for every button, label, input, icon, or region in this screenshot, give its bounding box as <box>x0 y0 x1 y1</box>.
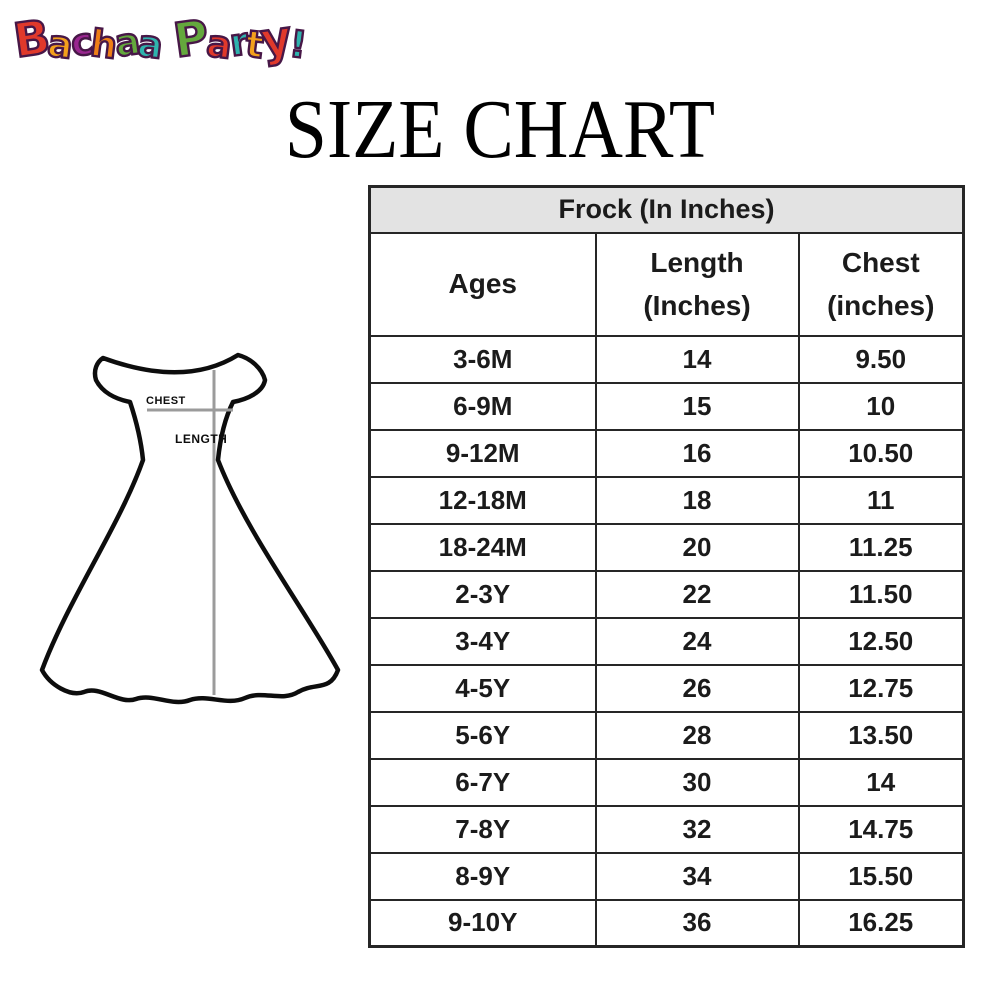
brand-logo-word-bachaa: Bachaa <box>9 9 164 71</box>
brand-logo: Bachaa Party! <box>9 9 308 71</box>
chest-cell: 10.50 <box>797 428 965 478</box>
dress-outline-icon: CHEST LENGTH <box>39 352 341 705</box>
length-cell: 36 <box>594 898 800 948</box>
ages-cell: 9-10Y <box>368 898 597 948</box>
chest-cell: 10 <box>797 381 965 431</box>
ages-cell: 9-12M <box>368 428 597 478</box>
table-column-header-row: Ages Length (Inches) Chest (inches) <box>368 231 965 337</box>
length-cell: 20 <box>594 522 800 572</box>
length-cell: 16 <box>594 428 800 478</box>
table-row: 18-24M 20 11.25 <box>368 522 965 572</box>
chest-cell: 15.50 <box>797 851 965 901</box>
chest-cell: 16.25 <box>797 898 965 948</box>
ages-cell: 18-24M <box>368 522 597 572</box>
chest-label: CHEST <box>146 395 186 407</box>
chest-cell: 9.50 <box>797 334 965 384</box>
chest-cell: 11.50 <box>797 569 965 619</box>
column-header-length: Length (Inches) <box>594 231 800 337</box>
chest-cell: 11 <box>797 475 965 525</box>
table-row: 2-3Y 22 11.50 <box>368 569 965 619</box>
brand-logo-word-party: Party! <box>169 9 308 70</box>
ages-cell: 5-6Y <box>368 710 597 760</box>
table-row: 8-9Y 34 15.50 <box>368 851 965 901</box>
length-cell: 28 <box>594 710 800 760</box>
length-cell: 24 <box>594 616 800 666</box>
dress-measurement-diagram: CHEST LENGTH <box>20 330 360 730</box>
logo-letter: a <box>134 21 164 69</box>
length-label: LENGTH <box>175 432 227 446</box>
chest-cell: 12.75 <box>797 663 965 713</box>
table-row: 3-4Y 24 12.50 <box>368 616 965 666</box>
column-header-ages: Ages <box>368 231 597 337</box>
chest-cell: 11.25 <box>797 522 965 572</box>
logo-letter: ! <box>286 21 308 68</box>
ages-cell: 7-8Y <box>368 804 597 854</box>
logo-letter: B <box>9 9 53 71</box>
table-row: 9-12M 16 10.50 <box>368 428 965 478</box>
length-cell: 34 <box>594 851 800 901</box>
length-cell: 18 <box>594 475 800 525</box>
table-row: 6-7Y 30 14 <box>368 757 965 807</box>
ages-cell: 6-9M <box>368 381 597 431</box>
chest-cell: 12.50 <box>797 616 965 666</box>
ages-cell: 3-6M <box>368 334 597 384</box>
table-row: 9-10Y 36 16.25 <box>368 898 965 948</box>
ages-cell: 6-7Y <box>368 757 597 807</box>
length-cell: 22 <box>594 569 800 619</box>
table-row: 5-6Y 28 13.50 <box>368 710 965 760</box>
table-title-row: Frock (In Inches) <box>368 185 965 234</box>
length-cell: 30 <box>594 757 800 807</box>
length-cell: 26 <box>594 663 800 713</box>
length-cell: 32 <box>594 804 800 854</box>
chest-cell: 14.75 <box>797 804 965 854</box>
column-header-chest: Chest (inches) <box>797 231 965 337</box>
table-row: 6-9M 15 10 <box>368 381 965 431</box>
ages-cell: 4-5Y <box>368 663 597 713</box>
page-title: SIZE CHART <box>284 83 716 176</box>
dress-outline-path <box>39 352 341 705</box>
table-title: Frock (In Inches) <box>368 185 965 234</box>
ages-cell: 12-18M <box>368 475 597 525</box>
table-row: 7-8Y 32 14.75 <box>368 804 965 854</box>
table-row: 3-6M 14 9.50 <box>368 334 965 384</box>
size-table: Frock (In Inches) Ages Length (Inches) C… <box>368 185 965 948</box>
ages-cell: 3-4Y <box>368 616 597 666</box>
ages-cell: 2-3Y <box>368 569 597 619</box>
length-cell: 14 <box>594 334 800 384</box>
table-row: 4-5Y 26 12.75 <box>368 663 965 713</box>
chest-cell: 13.50 <box>797 710 965 760</box>
table-row: 12-18M 18 11 <box>368 475 965 525</box>
logo-letter: P <box>169 9 211 70</box>
chest-cell: 14 <box>797 757 965 807</box>
length-cell: 15 <box>594 381 800 431</box>
ages-cell: 8-9Y <box>368 851 597 901</box>
